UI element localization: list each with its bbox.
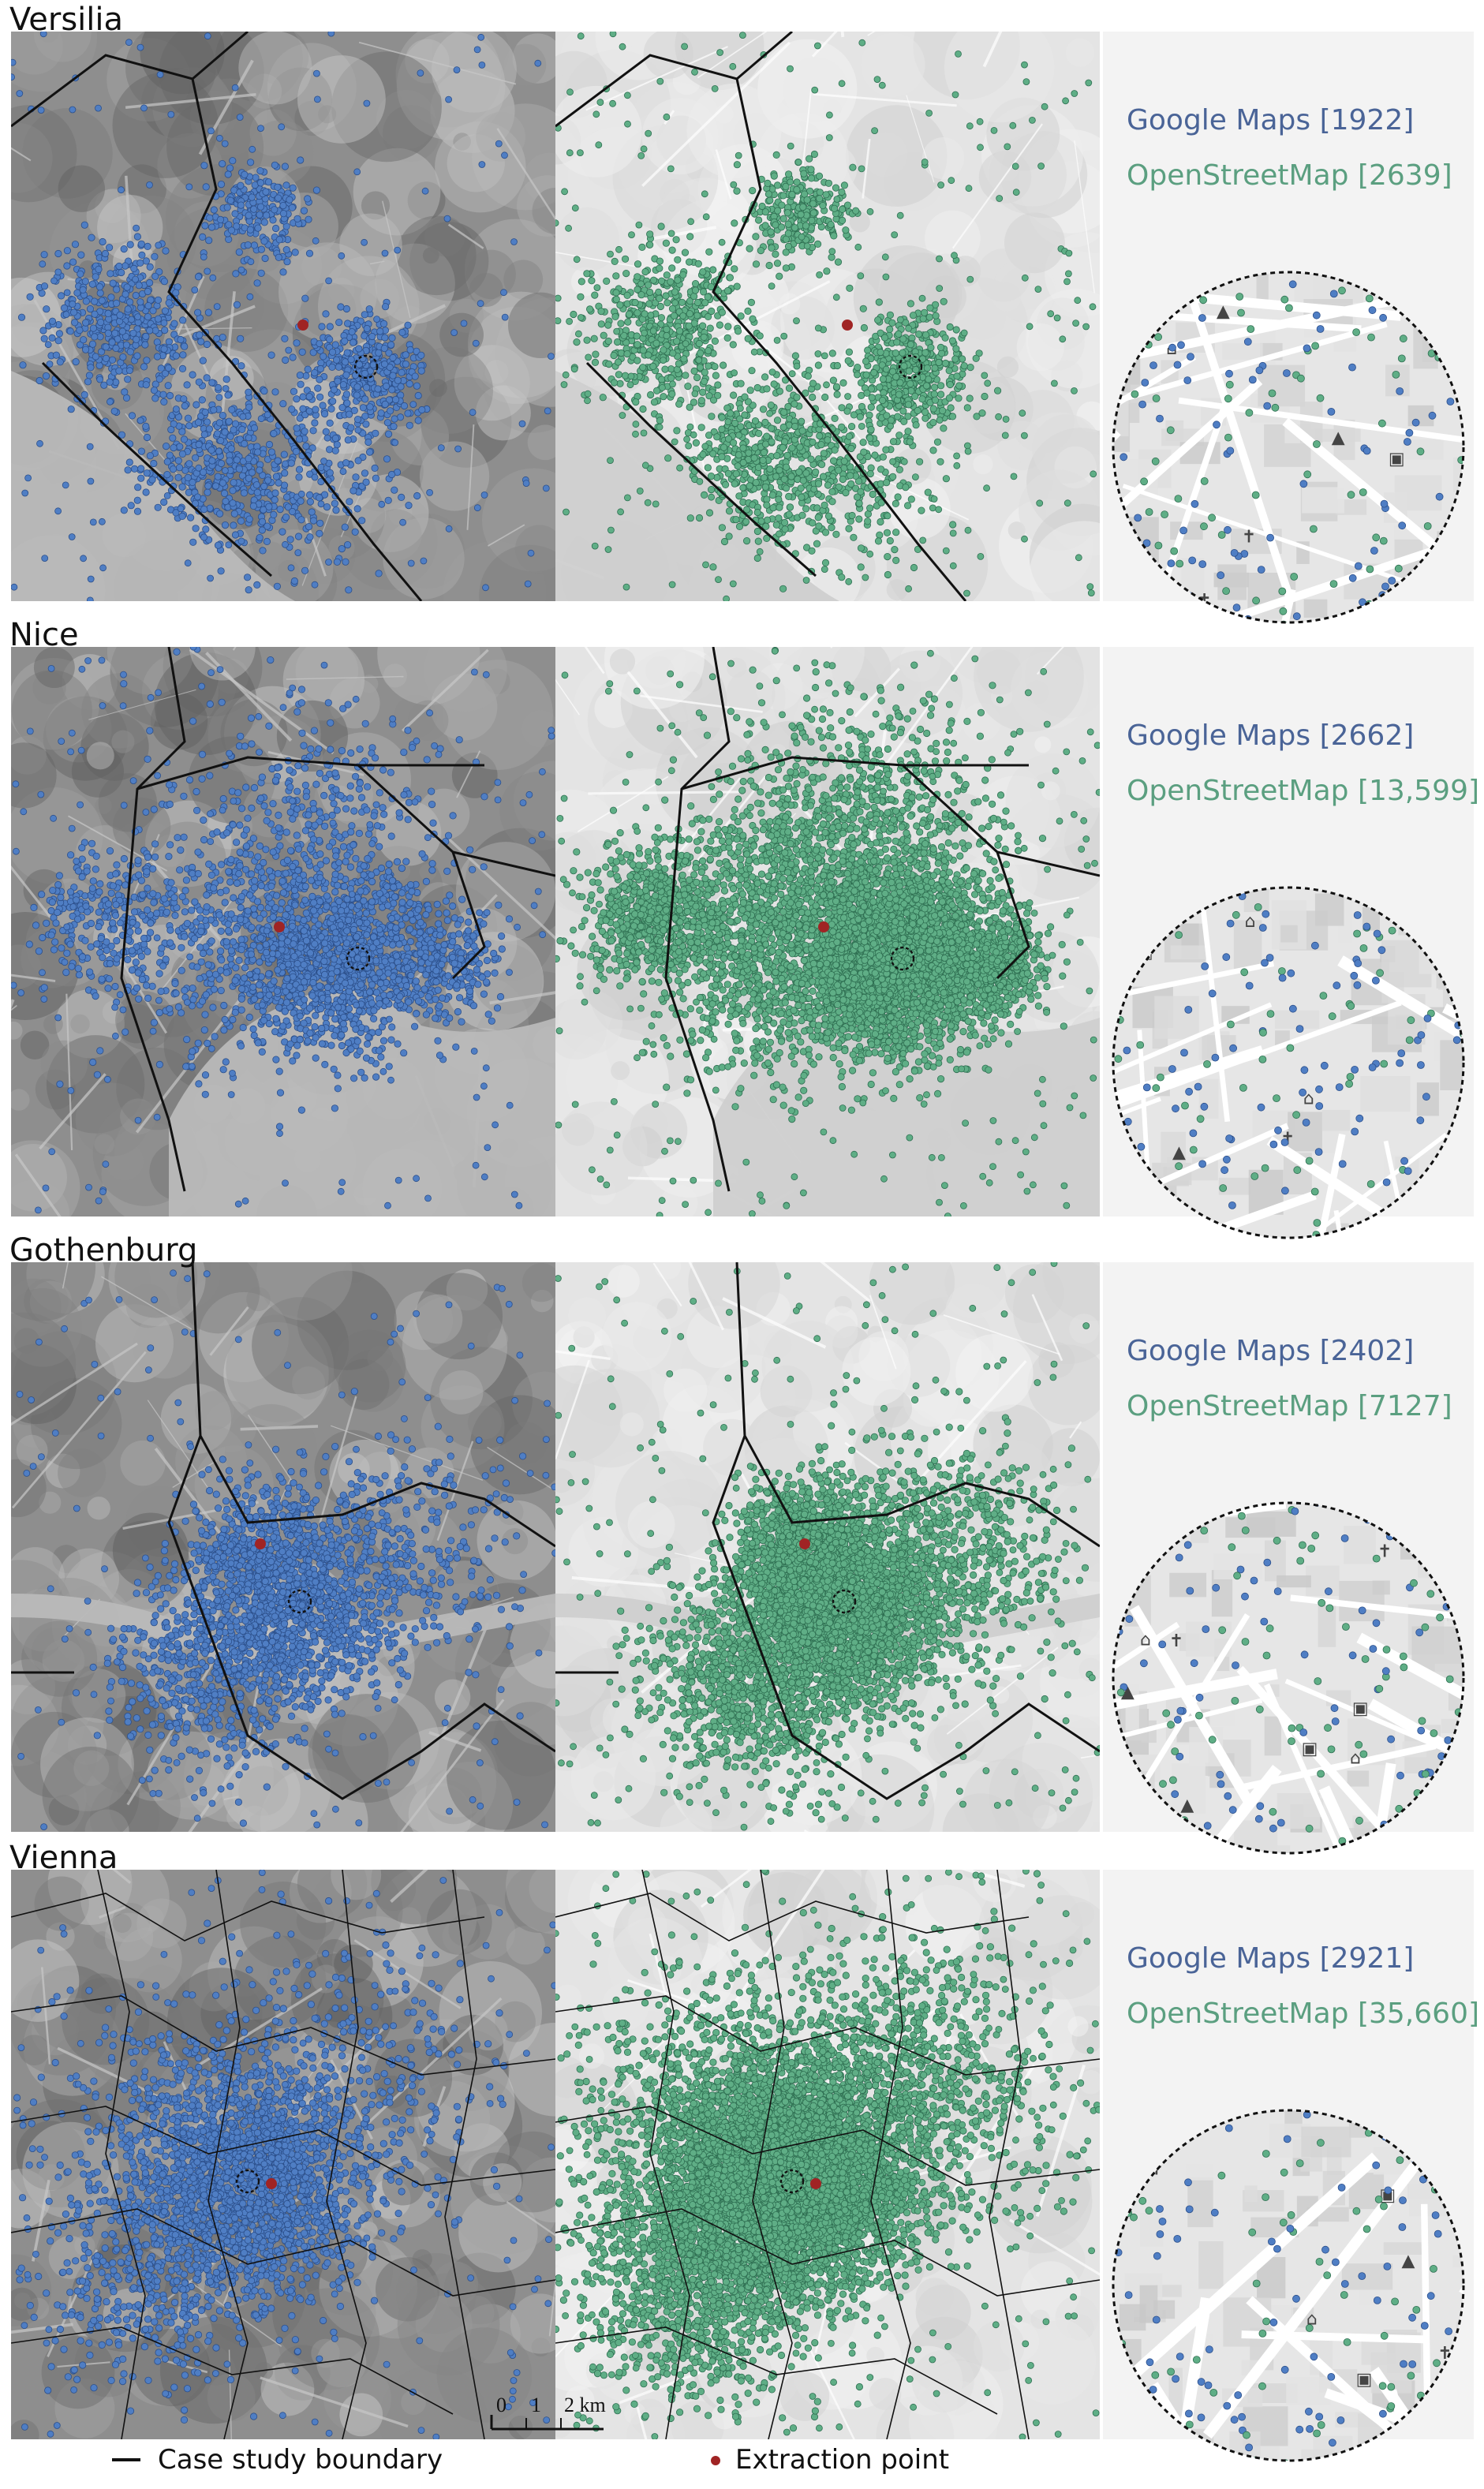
- extraction-point-legend-icon: [711, 2456, 720, 2465]
- panel-title: Gothenburg: [9, 1232, 197, 1269]
- satellite-map[interactable]: [11, 1262, 555, 1832]
- case-study-boundary: [11, 1262, 555, 1800]
- osm-count: OpenStreetMap [2639]: [1127, 159, 1452, 192]
- osm-count: OpenStreetMap [35,660]: [1127, 1998, 1479, 2030]
- title-bar: [0, 1838, 1105, 1868]
- legend-panel: Google Maps [2402] OpenStreetMap [7127] …: [1103, 1262, 1474, 1855]
- scale-label-zero: 0: [496, 2394, 507, 2416]
- scale-label-two: 2 km: [564, 2394, 606, 2416]
- zoom-inset: ✝▲▣⌂✝▲▣⌂: [1112, 2109, 1465, 2462]
- zoom-area-marker: [832, 1589, 857, 1614]
- zoom-inset: ✝▲▣⌂✝▲▣⌂: [1112, 271, 1465, 624]
- sea-area: [713, 987, 1100, 1216]
- panel-vienna: Vienna Google Maps [2921] OpenStreetMap …: [0, 1838, 1484, 2462]
- panel-nice: Nice Google Maps [2662] OpenStreetMap [1…: [0, 615, 1484, 1239]
- panel-title: Versilia: [9, 2, 123, 38]
- zoom-area-marker: [898, 354, 923, 379]
- title-bar: [0, 615, 1105, 645]
- legend-panel: Google Maps [2921] OpenStreetMap [35,660…: [1103, 1870, 1479, 2462]
- sea-area: [555, 1594, 1100, 1669]
- extraction-point-legend-label: Extraction point: [735, 2444, 949, 2476]
- svg-text:⌂: ⌂: [1141, 305, 1152, 325]
- extraction-point: [810, 2178, 821, 2189]
- legend-panel: Google Maps [1922] OpenStreetMap [2639] …: [1103, 32, 1474, 624]
- extraction-point: [274, 921, 285, 932]
- zoom-area-marker: [779, 2169, 805, 2194]
- zoom-area-marker: [287, 1589, 312, 1614]
- panel-title: Nice: [9, 617, 79, 653]
- zoom-area-marker: [890, 946, 915, 971]
- zoom-inset: ✝▲▣⌂✝▲▣⌂: [1112, 886, 1465, 1239]
- case-study-boundary: [120, 647, 555, 1192]
- case-study-boundary: [555, 32, 967, 601]
- title-bar: [0, 1231, 1105, 1261]
- google-maps-count: Google Maps [2662]: [1127, 719, 1414, 752]
- panel-gothenburg: Gothenburg Google Maps [2402] OpenStreet…: [0, 1231, 1484, 1855]
- svg-text:▲: ▲: [1217, 302, 1230, 322]
- sea-area: [11, 371, 295, 601]
- panel-title: Vienna: [9, 1840, 118, 1876]
- satellite-map[interactable]: [11, 647, 555, 1216]
- sea-area: [11, 1594, 555, 1669]
- scale-label-one: 1: [531, 2394, 541, 2416]
- svg-text:✝: ✝: [1197, 591, 1211, 611]
- extraction-point: [255, 1538, 266, 1549]
- osm-map[interactable]: [555, 647, 1100, 1216]
- osm-map[interactable]: [555, 1262, 1100, 1832]
- extraction-point: [799, 1538, 810, 1549]
- boundary-legend-icon: [112, 2458, 140, 2461]
- osm-map[interactable]: [555, 32, 1100, 601]
- osm-map[interactable]: [555, 1870, 1100, 2439]
- case-study-boundary: [11, 32, 423, 601]
- zoom-inset: ✝▲▣⌂✝▲▣⌂: [1112, 1501, 1465, 1855]
- svg-text:▣: ▣: [1133, 303, 1149, 323]
- zoom-area-marker: [346, 946, 371, 971]
- svg-text:▲: ▲: [1332, 428, 1345, 448]
- satellite-map[interactable]: [11, 32, 555, 601]
- case-study-boundary: [555, 1262, 1100, 1800]
- google-maps-count: Google Maps [1922]: [1127, 104, 1414, 136]
- case-study-boundary: [11, 1870, 555, 2439]
- extraction-point: [297, 320, 308, 331]
- boundary-legend-label: Case study boundary: [158, 2444, 443, 2476]
- extraction-point: [818, 921, 829, 932]
- svg-text:✝: ✝: [1242, 527, 1256, 547]
- title-bar: [0, 0, 1105, 30]
- osm-count: OpenStreetMap [7127]: [1127, 1390, 1452, 1422]
- osm-count: OpenStreetMap [13,599]: [1127, 775, 1479, 807]
- sea-area: [555, 371, 839, 601]
- panel-versilia: Versilia Google Maps [1922] OpenStreetMa…: [0, 0, 1484, 624]
- case-study-boundary: [555, 1870, 1100, 2439]
- extraction-point: [266, 2178, 277, 2189]
- scale-bar: 0 1 2 km: [490, 2394, 606, 2431]
- zoom-area-marker: [353, 354, 379, 379]
- zoom-area-marker: [235, 2169, 260, 2194]
- google-maps-count: Google Maps [2921]: [1127, 1942, 1414, 1975]
- case-study-boundary: [664, 647, 1100, 1192]
- extraction-point: [842, 320, 853, 331]
- google-maps-count: Google Maps [2402]: [1127, 1335, 1414, 1367]
- satellite-map[interactable]: [11, 1870, 555, 2439]
- legend-panel: Google Maps [2662] OpenStreetMap [13,599…: [1103, 647, 1479, 1239]
- svg-text:▣: ▣: [1389, 450, 1405, 469]
